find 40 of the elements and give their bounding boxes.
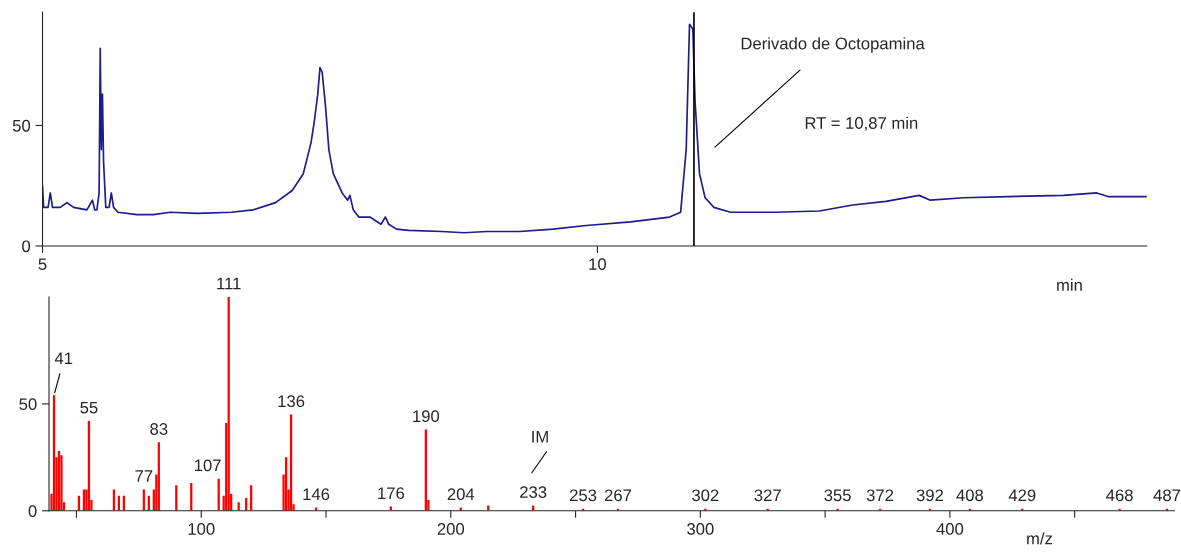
annotation: 372: [866, 489, 894, 502]
annotation: 83: [150, 423, 168, 435]
annotation: 55: [80, 401, 98, 414]
annotation: 429: [1008, 489, 1036, 502]
x-tick-label: 100: [188, 523, 215, 535]
bar: [60, 455, 63, 511]
annotation: IM: [532, 430, 548, 443]
annotation: 190: [413, 410, 440, 423]
annotation: 355: [824, 489, 851, 502]
annotation: 327: [754, 489, 781, 502]
x-tick-label: 5: [38, 258, 47, 271]
annotation: 136: [278, 395, 305, 408]
annotation: 267: [604, 489, 632, 502]
annotation: 392: [916, 489, 944, 502]
annotation: 233: [520, 486, 547, 498]
annotation: 302: [692, 489, 719, 502]
x-tick-label: 10: [589, 258, 607, 271]
line-series: [42, 23, 1147, 234]
annotation: 253: [570, 489, 597, 502]
annotation: 41: [54, 352, 73, 365]
annotation: RT = 10,87 min: [805, 116, 918, 131]
y-tick-label: 0: [28, 505, 37, 517]
annotation: 468: [1106, 489, 1133, 502]
annotation: 107: [194, 459, 221, 472]
y-tick-label: 50: [19, 398, 37, 411]
x-tick-label: 200: [437, 523, 465, 535]
annotation: 408: [956, 489, 984, 502]
annotation: 204: [447, 488, 475, 501]
x-axis-title: min: [1057, 278, 1082, 291]
x-tick-label: 400: [936, 523, 964, 535]
annotation: 111: [217, 277, 241, 290]
annotation: 487: [1153, 489, 1181, 502]
annotation: Derivado de Octopamina: [741, 37, 925, 53]
annotation: 176: [378, 487, 405, 500]
x-tick-label: 300: [687, 523, 714, 535]
y-tick-label: 50: [12, 119, 31, 132]
x-axis-title: m/z: [1027, 532, 1053, 545]
y-tick-label: 0: [22, 240, 31, 253]
annotation: 146: [303, 488, 330, 501]
annotation: 77: [135, 470, 153, 482]
